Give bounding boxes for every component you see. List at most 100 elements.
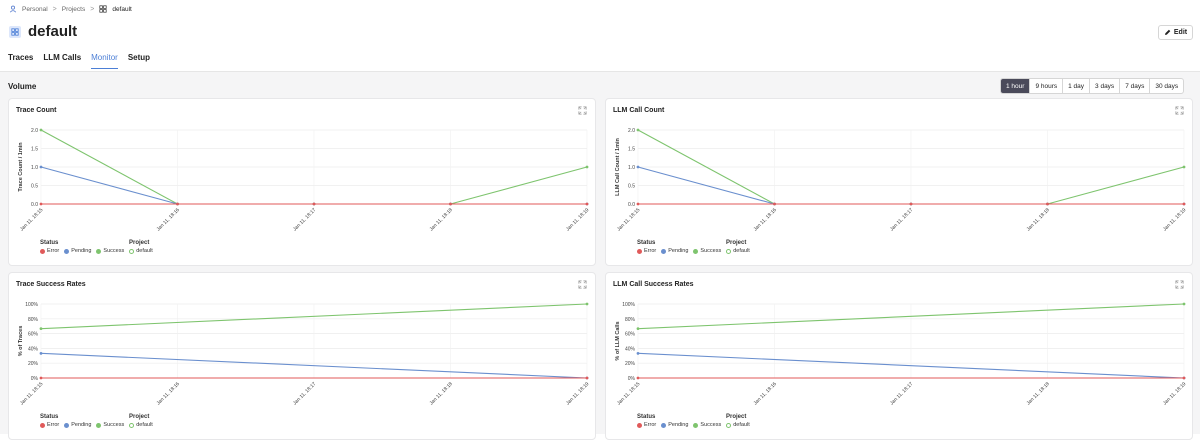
y-tick-label: 0.5 <box>628 184 635 190</box>
data-point-error <box>636 202 640 206</box>
breadcrumb-projects[interactable]: Projects <box>61 5 86 13</box>
data-point-error <box>1182 376 1186 380</box>
legend-swatch <box>64 422 70 428</box>
y-tick-label: 0% <box>628 376 636 382</box>
legend-item-success[interactable]: Success <box>693 248 721 254</box>
section-title: Volume <box>8 82 37 91</box>
data-point-error <box>449 202 452 206</box>
legend-project-heading: Project <box>129 240 150 246</box>
legend-item-success[interactable]: Success <box>96 248 124 254</box>
user-icon <box>9 5 17 13</box>
legend-item-project[interactable]: default <box>129 248 153 254</box>
legend-item-success[interactable]: Success <box>693 422 721 428</box>
legend-item-success[interactable]: Success <box>96 422 124 428</box>
x-tick-label: Jan 11, 18:16 <box>156 381 182 407</box>
legend-swatch <box>96 422 102 428</box>
legend-headings: Status Project <box>40 240 240 246</box>
project-icon <box>9 25 21 38</box>
y-tick-label: 60% <box>625 332 636 338</box>
data-point-success <box>636 327 640 331</box>
legend-item-pending[interactable]: Pending <box>64 248 91 254</box>
x-tick-label: Jan 11, 18:16 <box>156 207 182 233</box>
tab-llm-calls[interactable]: LLM Calls <box>43 53 82 62</box>
legend-swatch <box>129 248 135 254</box>
data-point-error <box>312 202 316 206</box>
breadcrumb: Personal > Projects > default <box>9 3 132 15</box>
y-tick-label: 100% <box>622 302 635 308</box>
legend-label: Success <box>103 248 125 254</box>
legend-item-error[interactable]: Error <box>637 248 656 254</box>
range-1-day[interactable]: 1 day <box>1063 79 1091 93</box>
legend-status-heading: Status <box>40 240 59 246</box>
data-point-pending <box>39 165 43 169</box>
legend-item-pending[interactable]: Pending <box>64 422 91 428</box>
chart-card: Trace Success Rates 0% 20% 40% 60% 80% 100% % o… <box>8 272 596 440</box>
legend-item-pending[interactable]: Pending <box>661 248 688 254</box>
chart-legend: Status Project Error Pending Success default <box>40 414 240 428</box>
page-header: default <box>9 23 77 40</box>
legend-swatch <box>661 422 667 428</box>
legend-status-heading: Status <box>637 240 656 246</box>
legend-label: Error <box>47 422 60 428</box>
chart-title: Trace Count <box>16 107 57 114</box>
legend-swatch <box>693 422 699 428</box>
legend-label: default <box>136 422 153 428</box>
range-9-hours[interactable]: 9 hours <box>1030 79 1064 93</box>
pencil-icon <box>1164 29 1171 35</box>
legend-item-project[interactable]: default <box>726 248 750 254</box>
tab-bar: Traces LLM Calls Monitor Setup <box>8 53 150 69</box>
y-tick-label: 100% <box>25 302 38 308</box>
legend-item-error[interactable]: Error <box>637 422 656 428</box>
breadcrumb-personal[interactable]: Personal <box>22 5 48 13</box>
legend-item-project[interactable]: default <box>726 422 750 428</box>
legend-project-heading: Project <box>726 240 747 246</box>
legend-label: Error <box>644 422 657 428</box>
legend-label: Error <box>644 248 657 254</box>
legend-headings: Status Project <box>637 240 837 246</box>
legend-label: Error <box>47 248 60 254</box>
legend-items: Error Pending Success default <box>637 248 837 254</box>
range-3-days[interactable]: 3 days <box>1090 79 1121 93</box>
chart-legend: Status Project Error Pending Success default <box>40 240 240 254</box>
legend-label: default <box>136 248 153 254</box>
x-tick-label: Jan 11, 18:17 <box>889 381 915 407</box>
edit-button[interactable]: Edit <box>1158 25 1193 40</box>
range-7-days[interactable]: 7 days <box>1120 79 1151 93</box>
expand-icon[interactable] <box>578 280 587 289</box>
y-tick-label: 40% <box>28 346 39 352</box>
data-point-pending <box>39 351 43 355</box>
legend-item-project[interactable]: default <box>129 422 153 428</box>
expand-icon[interactable] <box>1175 106 1184 115</box>
expand-icon[interactable] <box>1175 280 1184 289</box>
legend-status-heading: Status <box>637 414 656 420</box>
tab-monitor[interactable]: Monitor <box>91 53 118 69</box>
breadcrumb-separator: > <box>90 5 95 13</box>
legend-swatch <box>661 248 667 254</box>
page-title: default <box>28 23 78 40</box>
legend-item-error[interactable]: Error <box>40 248 59 254</box>
y-tick-label: 1.5 <box>628 147 635 153</box>
legend-item-pending[interactable]: Pending <box>661 422 688 428</box>
y-tick-label: 2.0 <box>31 128 38 134</box>
legend-item-error[interactable]: Error <box>40 422 59 428</box>
expand-icon[interactable] <box>578 106 587 115</box>
legend-swatch <box>637 422 642 428</box>
breadcrumb-separator: > <box>52 5 57 13</box>
tab-setup[interactable]: Setup <box>127 53 151 62</box>
legend-label: Pending <box>71 248 92 254</box>
y-tick-label: 0% <box>31 376 39 382</box>
data-point-success <box>39 128 43 132</box>
y-tick-label: 60% <box>28 332 39 338</box>
line-chart: 0.0 0.5 1.0 1.5 2.0 Trace Count / 1min Jan 11,… <box>18 128 591 233</box>
y-tick-label: 80% <box>625 317 636 323</box>
legend-items: Error Pending Success default <box>40 248 240 254</box>
range-30-days[interactable]: 30 days <box>1155 82 1179 90</box>
range-1-hour[interactable]: 1 hour <box>1001 79 1031 93</box>
time-range-selector: 1 hour 9 hours 1 day 3 days 7 days 30 da… <box>1000 78 1185 94</box>
breadcrumb-current[interactable]: default <box>112 5 132 13</box>
y-tick-label: 2.0 <box>628 128 635 134</box>
tab-traces[interactable]: Traces <box>8 53 34 62</box>
x-tick-label: Jan 11, 18:16 <box>753 381 779 407</box>
legend-status-heading: Status <box>40 414 59 420</box>
y-tick-label: 1.0 <box>628 165 635 171</box>
